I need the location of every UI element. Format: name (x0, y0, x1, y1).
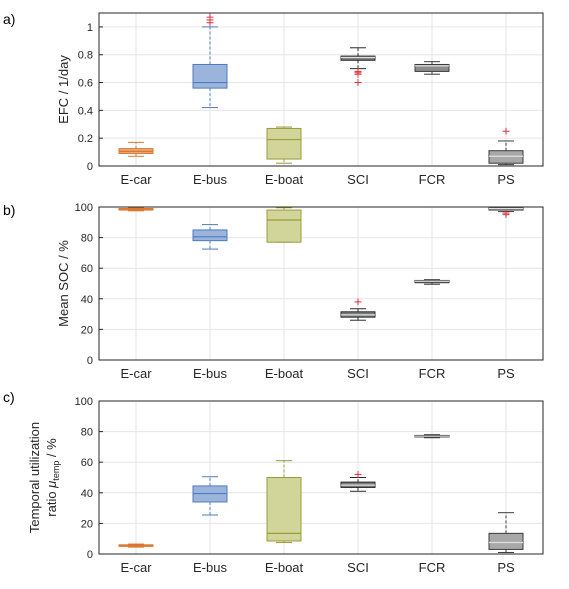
y-axis-label-suffix: / % (44, 438, 59, 461)
x-tick-label: E-boat (265, 172, 304, 187)
y-tick-label: 0.6 (78, 78, 93, 90)
x-tick-label: E-boat (265, 366, 304, 381)
axes-frame (98, 400, 544, 555)
panel-0: 0 0.2 0.4 0.6 0.8 1 E-car E-bus E-boat SCI FCR PS a)… (3, 11, 544, 187)
box-e-bus (192, 476, 228, 516)
panel-label: a) (3, 11, 15, 27)
box-iqr (192, 229, 228, 242)
x-tick-label: PS (497, 366, 515, 381)
box-e-car (118, 141, 154, 157)
box-iqr (488, 532, 524, 550)
x-tick-label: E-boat (265, 560, 304, 575)
y-tick-label: 80 (81, 427, 93, 439)
box-e-bus (192, 224, 228, 250)
y-tick-label: 80 (81, 233, 93, 245)
box-fcr (414, 434, 450, 439)
x-tick-label: E-car (120, 560, 152, 575)
box-e-boat (266, 460, 302, 544)
y-tick-label: 20 (81, 518, 93, 530)
x-tick-label: FCR (419, 560, 446, 575)
y-tick-label: 100 (75, 202, 93, 214)
x-tick-label: FCR (419, 366, 446, 381)
y-axis-label-mu: μ (44, 481, 59, 489)
x-tick-label: PS (497, 560, 515, 575)
x-tick-label: E-car (120, 172, 152, 187)
y-axis-label-prefix: ratio (44, 488, 59, 517)
box-e-car (118, 543, 154, 548)
box-sci (340, 47, 376, 87)
x-tick-label: SCI (347, 366, 369, 381)
box-sci (340, 298, 376, 321)
x-tick-label: SCI (347, 172, 369, 187)
x-tick-label: PS (497, 172, 515, 187)
y-tick-label: 1 (87, 22, 93, 34)
panel-label: c) (3, 389, 15, 405)
x-tick-label: E-bus (193, 560, 227, 575)
panel-1: 0 20 40 60 80 100 E-car E-bus E-boat SCI FCR PS b) Me… (3, 202, 544, 381)
box-iqr (340, 55, 376, 61)
y-tick-label: 0.8 (78, 50, 93, 62)
axes-frame (98, 12, 544, 167)
box-e-boat (266, 126, 302, 164)
y-tick-label: 100 (75, 396, 93, 408)
outlier-point (502, 209, 510, 217)
y-tick-label: 40 (81, 488, 93, 500)
box-iqr (266, 209, 302, 243)
x-tick-label: E-bus (193, 366, 227, 381)
box-ps (488, 127, 524, 166)
y-axis-label: Mean SOC / % (56, 240, 71, 327)
x-tick-label: FCR (419, 172, 446, 187)
box-e-car (118, 207, 154, 212)
y-tick-label: 0 (87, 549, 93, 561)
y-tick-label: 0.2 (78, 133, 93, 145)
y-tick-label: 0 (87, 161, 93, 173)
outlier-point (354, 67, 362, 75)
box-iqr (414, 63, 450, 72)
y-axis-label-sub: temp (51, 461, 61, 481)
panel-label: b) (3, 202, 15, 218)
box-e-boat (266, 207, 302, 243)
y-axis-label-line1: Temporal utilization (27, 422, 42, 533)
y-tick-label: 0 (87, 355, 93, 367)
box-sci (340, 470, 376, 492)
panel-2: 0 20 40 60 80 100 E-car E-bus E-boat SCI FCR PS c) Te… (3, 389, 544, 575)
y-tick-label: 60 (81, 263, 93, 275)
box-fcr (414, 279, 450, 285)
box-iqr (266, 127, 302, 160)
x-tick-label: E-bus (193, 172, 227, 187)
box-iqr (192, 63, 228, 89)
y-tick-label: 40 (81, 294, 93, 306)
outlier-point (354, 470, 362, 478)
box-fcr (414, 61, 450, 75)
box-ps (488, 512, 524, 553)
box-e-bus (192, 13, 228, 109)
box-iqr (266, 477, 302, 542)
x-tick-label: SCI (347, 560, 369, 575)
box-iqr (488, 150, 524, 164)
outlier-point (354, 298, 362, 306)
box-ps (488, 206, 524, 219)
y-tick-label: 20 (81, 324, 93, 336)
outlier-point (354, 79, 362, 87)
y-tick-label: 60 (81, 457, 93, 469)
outlier-point (502, 127, 510, 135)
y-axis-label: EFC / 1/day (56, 55, 71, 124)
axes-frame (98, 206, 544, 361)
outlier-point (206, 13, 214, 21)
y-tick-label: 0.4 (78, 105, 93, 117)
x-tick-label: E-car (120, 366, 152, 381)
y-axis-label-line2: ratio μtemp / % (44, 438, 61, 517)
